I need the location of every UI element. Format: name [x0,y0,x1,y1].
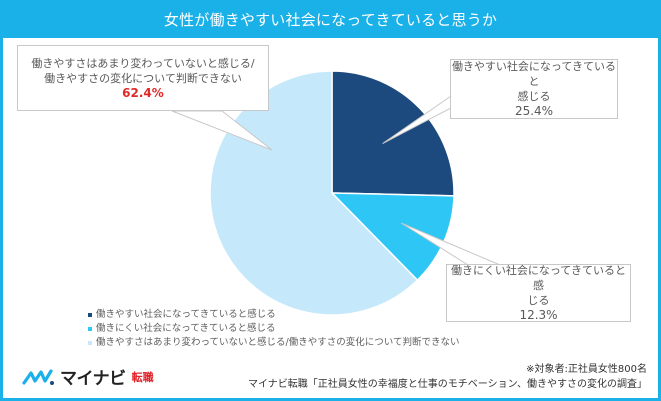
callout-label: 働きにくい社会になってきていると感 [451,264,626,292]
source-note: ※対象者:正社員女性800名 マイナビ転職「正社員女性の幸福度と仕事のモチベーシ… [248,362,647,392]
legend-swatch [88,327,92,331]
callout-unchanged: 働きやすさはあまり変わっていないと感じる/ 働きやすさの変化について判断できない… [17,45,269,111]
callout-value: 62.4% [122,85,164,100]
chart-title: 女性が働きやすい社会になってきていると思うか [0,0,661,38]
callout-label: 感じる [517,90,551,103]
legend-label: 働きにくい社会になってきていると感じる [96,323,276,334]
legend-item-unchanged: 働きやすさはあまり変わっていないと感じる/働きやすさの変化について判断できない [88,336,459,350]
callout-label: 働きやすい社会になってきていると [451,60,617,88]
legend-item-harder: 働きにくい社会になってきていると感じる [88,322,459,336]
callout-value: 25.4% [514,104,554,118]
legend-label: 働きやすさはあまり変わっていないと感じる/働きやすさの変化について判断できない [96,337,460,348]
callout-label: じる [527,294,550,307]
callout-harder: 働きにくい社会になってきていると感 じる 12.3% [446,264,631,322]
callout-easier: 働きやすい社会になってきていると 感じる 25.4% [450,59,618,119]
target-note: ※対象者:正社員女性800名 [526,364,647,375]
callout-label: 働きやすさの変化について判断できない [44,71,242,85]
mynavi-mark-icon [22,368,54,385]
pie-slice-easier [331,70,455,197]
callout-label: 働きやすさはあまり変わっていないと感じる/ [31,56,255,70]
logo-sub: 転職 [131,370,154,384]
legend-swatch [88,313,92,317]
logo-text: マイナビ [60,369,126,389]
chart-legend: 働きやすい社会になってきていると感じる 働きにくい社会になってきていると感じる … [88,308,459,350]
legend-swatch [88,341,92,345]
mynavi-logo: マイナビ 転職 [22,364,154,389]
legend-label: 働きやすい社会になってきていると感じる [96,309,276,320]
callout-pointer [171,110,273,151]
survey-source: マイナビ転職「正社員女性の幸福度と仕事のモチベーション、働きやすさの変化の調査」 [248,379,647,390]
callout-value: 12.3% [519,308,558,322]
legend-item-easier: 働きやすい社会になってきていると感じる [88,308,459,322]
